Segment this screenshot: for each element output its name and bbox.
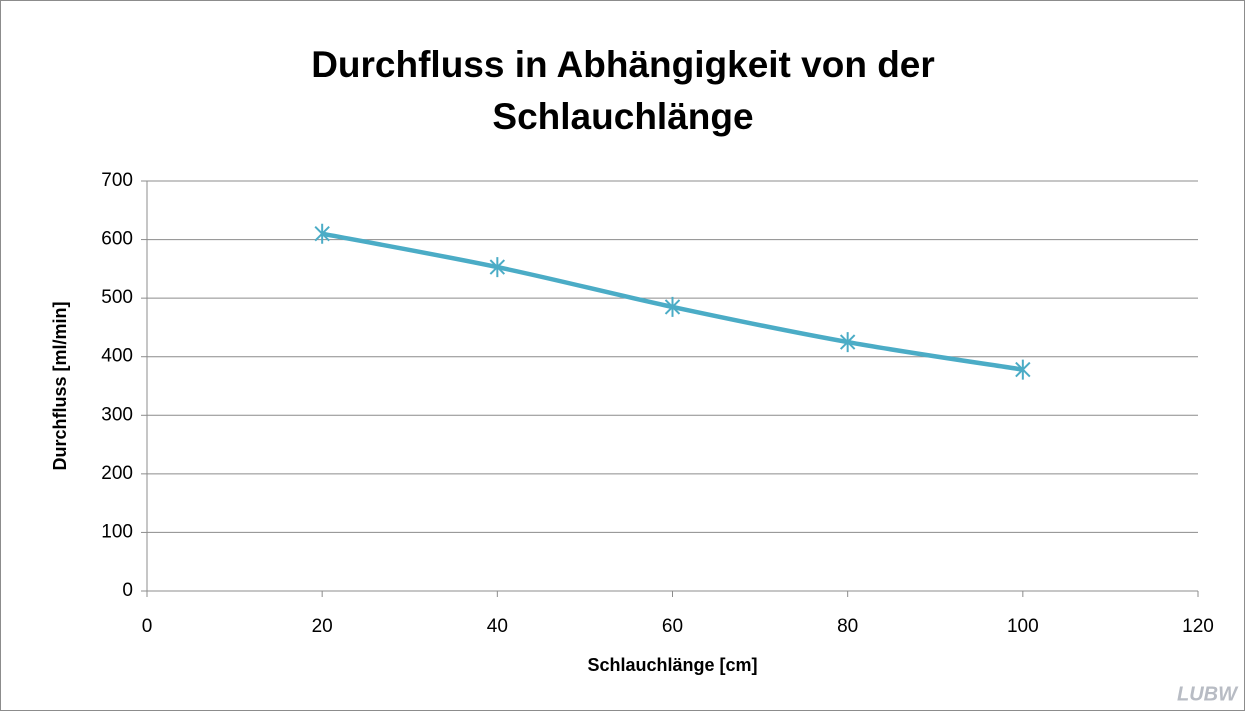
y-tick-label: 200 — [101, 463, 133, 484]
x-tick-label: 120 — [1182, 616, 1214, 637]
x-tick-label: 60 — [662, 616, 683, 637]
watermark: LUBW — [1177, 683, 1239, 705]
y-axis-label: Durchfluss [ml/min] — [50, 301, 70, 470]
point-marker — [664, 296, 681, 317]
y-tick-label: 300 — [101, 404, 133, 425]
y-tick-label: 500 — [101, 287, 133, 308]
y-tick-label: 600 — [101, 229, 133, 250]
x-tick-label: 0 — [142, 616, 153, 637]
y-tick-label: 700 — [101, 170, 133, 191]
x-tick-label: 80 — [837, 616, 858, 637]
y-tick-label: 100 — [101, 521, 133, 542]
y-tick-label: 0 — [122, 580, 133, 601]
y-tick-label: 400 — [101, 346, 133, 367]
point-marker — [489, 257, 506, 278]
point-marker — [1015, 359, 1031, 380]
x-tick-label: 40 — [487, 616, 508, 637]
point-marker — [314, 223, 330, 244]
x-tick-label: 20 — [312, 616, 333, 637]
point-marker — [839, 332, 856, 353]
x-axis-label: Schlauchlänge [cm] — [587, 655, 757, 675]
chart-title: Durchfluss in Abhängigkeit von der Schla… — [311, 44, 935, 137]
x-tick-label: 100 — [1007, 616, 1039, 637]
